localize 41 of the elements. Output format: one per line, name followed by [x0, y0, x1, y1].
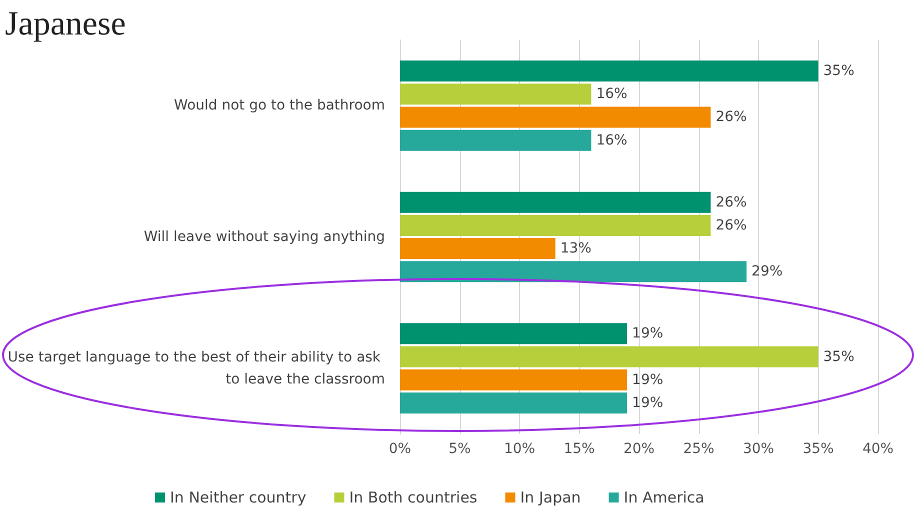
legend-label: In Both countries — [349, 488, 478, 506]
legend-label: In Neither country — [170, 488, 306, 506]
x-tick-label: 5% — [448, 441, 471, 457]
bar — [400, 192, 711, 213]
data-label: 29% — [752, 264, 783, 280]
x-tick-label: 20% — [623, 441, 655, 457]
legend-label: In America — [624, 488, 704, 506]
bar — [400, 238, 556, 260]
y-tick-label: Use target language to the best of their ability to ask to leave the classroom — [8, 349, 385, 388]
data-label: 16% — [596, 132, 628, 148]
bar — [400, 392, 628, 414]
text: Japanese — [5, 6, 126, 42]
y-tick-label: Would not go to the bathroom — [174, 98, 385, 114]
bar — [400, 214, 711, 236]
data-label: 35% — [823, 63, 854, 80]
data-label: 26% — [716, 194, 747, 210]
bar — [400, 369, 628, 390]
bar — [400, 323, 628, 344]
x-tick-label: 15% — [564, 441, 595, 457]
x-tick-label: 25% — [683, 441, 714, 457]
x-tick-label: 0% — [388, 441, 412, 457]
data-label: 19% — [632, 372, 664, 388]
bar — [400, 84, 592, 105]
x-tick-label: 10% — [504, 441, 536, 457]
x-tick-label: 30% — [742, 441, 774, 457]
bar — [400, 60, 818, 82]
bar — [400, 106, 711, 128]
data-label: 26% — [716, 217, 747, 234]
x-tick-label: 40% — [862, 441, 894, 457]
data-label: 19% — [632, 326, 664, 342]
data-label: 16% — [596, 86, 628, 102]
bar — [400, 346, 818, 368]
legend-label: In Japan — [520, 488, 581, 506]
data-label: 13% — [560, 240, 592, 257]
bar — [400, 261, 747, 282]
data-label: 26% — [716, 109, 747, 126]
data-label: 35% — [823, 348, 854, 365]
bar — [400, 130, 592, 151]
y-tick-label: Will leave without saying anything — [144, 229, 385, 245]
data-label: 19% — [632, 394, 664, 411]
x-tick-label: 35% — [802, 441, 834, 457]
